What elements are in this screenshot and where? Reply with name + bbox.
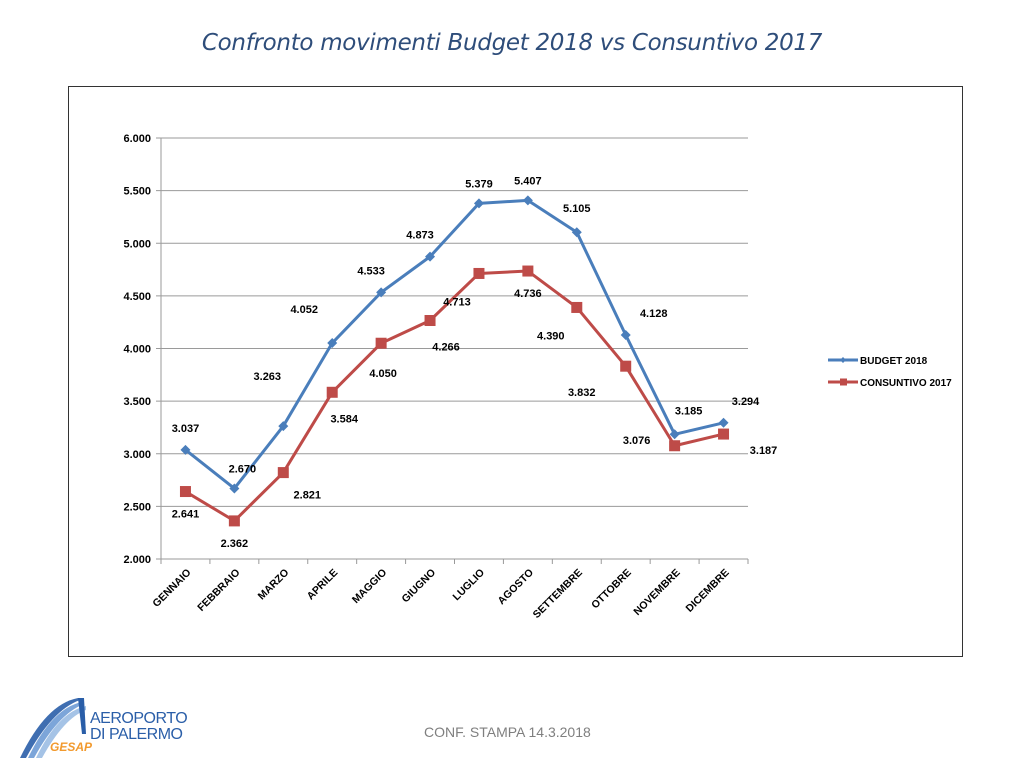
y-tick-label: 2.500 <box>123 501 151 513</box>
x-tick-label: DICEMBRE <box>684 567 732 615</box>
data-label: 4.128 <box>640 308 668 320</box>
logo-aeroporto-palermo: AEROPORTO DI PALERMO GESAP <box>16 694 196 760</box>
data-label: 2.821 <box>294 490 322 502</box>
series-lines <box>184 198 724 523</box>
x-tick-label: MARZO <box>256 567 292 603</box>
y-tick-label: 4.000 <box>123 344 151 356</box>
data-point-consuntivo-2017 <box>522 265 534 277</box>
y-tick-label: 3.500 <box>123 396 151 408</box>
data-label: 3.187 <box>750 445 778 457</box>
data-label: 4.050 <box>369 368 397 380</box>
x-tick-label: OTTOBRE <box>589 567 634 612</box>
data-label: 2.670 <box>229 463 257 475</box>
data-point-budget-2018 <box>327 338 338 349</box>
x-tick-label: FEBBRAIO <box>195 567 242 614</box>
data-label: 3.263 <box>254 371 282 383</box>
data-label: 4.873 <box>406 230 434 242</box>
data-label: 3.185 <box>675 405 703 417</box>
data-point-consuntivo-2017 <box>179 486 191 498</box>
y-tick-labels: 2.000 2.500 3.000 3.500 4.000 4.500 5.000 5.500… <box>123 133 151 566</box>
data-label: 4.533 <box>357 265 385 277</box>
logo-text-line2: DI PALERMO <box>90 726 183 743</box>
data-label: 3.832 <box>568 387 596 399</box>
data-label: 5.407 <box>514 175 542 187</box>
x-tick-labels: GENNAIO FEBBRAIO MARZO APRILE MAGGIO GIUGNO LU… <box>150 567 731 621</box>
data-label: 4.266 <box>432 342 460 354</box>
logo-arches-icon <box>20 698 86 758</box>
data-point-consuntivo-2017 <box>375 337 387 349</box>
data-point-budget-2018 <box>718 417 729 428</box>
data-label: 4.052 <box>290 304 318 316</box>
data-label: 3.076 <box>623 435 651 447</box>
data-point-budget-2018 <box>425 251 436 262</box>
data-point-consuntivo-2017 <box>718 428 730 440</box>
legend-marker-square <box>840 378 847 386</box>
data-point-budget-2018 <box>180 444 191 455</box>
y-tick-label: 3.000 <box>123 449 151 461</box>
legend-label: CONSUNTIVO 2017 <box>860 378 952 389</box>
data-point-consuntivo-2017 <box>326 386 338 398</box>
data-label: 2.362 <box>221 538 249 550</box>
data-point-budget-2018 <box>278 421 289 432</box>
series-line-budget-2018 <box>184 198 724 490</box>
data-point-consuntivo-2017 <box>571 301 583 313</box>
x-tick-label: MAGGIO <box>350 567 389 606</box>
data-point-budget-2018 <box>473 198 484 209</box>
footer-caption: CONF. STAMPA 14.3.2018 <box>424 724 591 740</box>
legend-marker-diamond <box>840 357 846 363</box>
data-point-budget-2018 <box>522 195 533 206</box>
y-tick-label: 5.500 <box>123 186 151 198</box>
data-point-budget-2018 <box>376 287 387 298</box>
data-point-consuntivo-2017 <box>424 315 436 327</box>
x-tick-label: APRILE <box>305 567 341 603</box>
data-label: 3.294 <box>732 396 760 408</box>
chart-frame <box>68 86 963 657</box>
x-tick-label: GENNAIO <box>150 567 193 610</box>
x-tick-label: GIUGNO <box>400 567 439 606</box>
x-tick-label: LUGLIO <box>451 567 488 604</box>
data-label: 3.584 <box>330 413 358 425</box>
data-point-budget-2018 <box>571 227 582 238</box>
series-line-consuntivo-2017 <box>184 269 724 523</box>
x-tick-label: SETTEMBRE <box>531 567 585 621</box>
data-point-consuntivo-2017 <box>620 360 632 372</box>
data-point-budget-2018 <box>669 429 680 440</box>
data-label: 5.379 <box>465 178 493 190</box>
data-point-consuntivo-2017 <box>473 267 485 279</box>
data-point-budget-2018 <box>229 483 240 494</box>
x-tick-label: AGOSTO <box>495 567 536 608</box>
data-point-budget-2018 <box>620 330 631 341</box>
y-tick-label: 2.000 <box>123 554 151 566</box>
chart-title: Confronto movimenti Budget 2018 vs Consu… <box>201 30 823 56</box>
data-label: 4.736 <box>514 288 542 300</box>
y-tick-label: 4.500 <box>123 291 151 303</box>
logo-brand-gesap: GESAP <box>50 740 93 754</box>
data-label: 4.390 <box>537 330 565 342</box>
axes <box>156 137 749 564</box>
data-point-consuntivo-2017 <box>277 467 289 479</box>
x-tick-label: NOVEMBRE <box>631 567 682 618</box>
legend-label: BUDGET 2018 <box>860 356 928 367</box>
data-labels: 3.037 2.670 3.263 4.052 4.533 4.873 5.379 5.407… <box>172 175 778 549</box>
data-label: 3.037 <box>172 423 200 435</box>
data-label: 2.641 <box>172 509 200 521</box>
series-markers <box>179 195 730 527</box>
data-label: 5.105 <box>563 203 591 215</box>
legend: BUDGET 2018 CONSUNTIVO 2017 <box>828 356 952 389</box>
data-point-consuntivo-2017 <box>228 515 240 527</box>
logo-text-line1: AEROPORTO <box>90 710 188 727</box>
y-tick-label: 6.000 <box>123 133 151 145</box>
data-label: 4.713 <box>443 296 471 308</box>
data-point-consuntivo-2017 <box>669 440 681 452</box>
y-tick-label: 5.000 <box>123 238 151 250</box>
